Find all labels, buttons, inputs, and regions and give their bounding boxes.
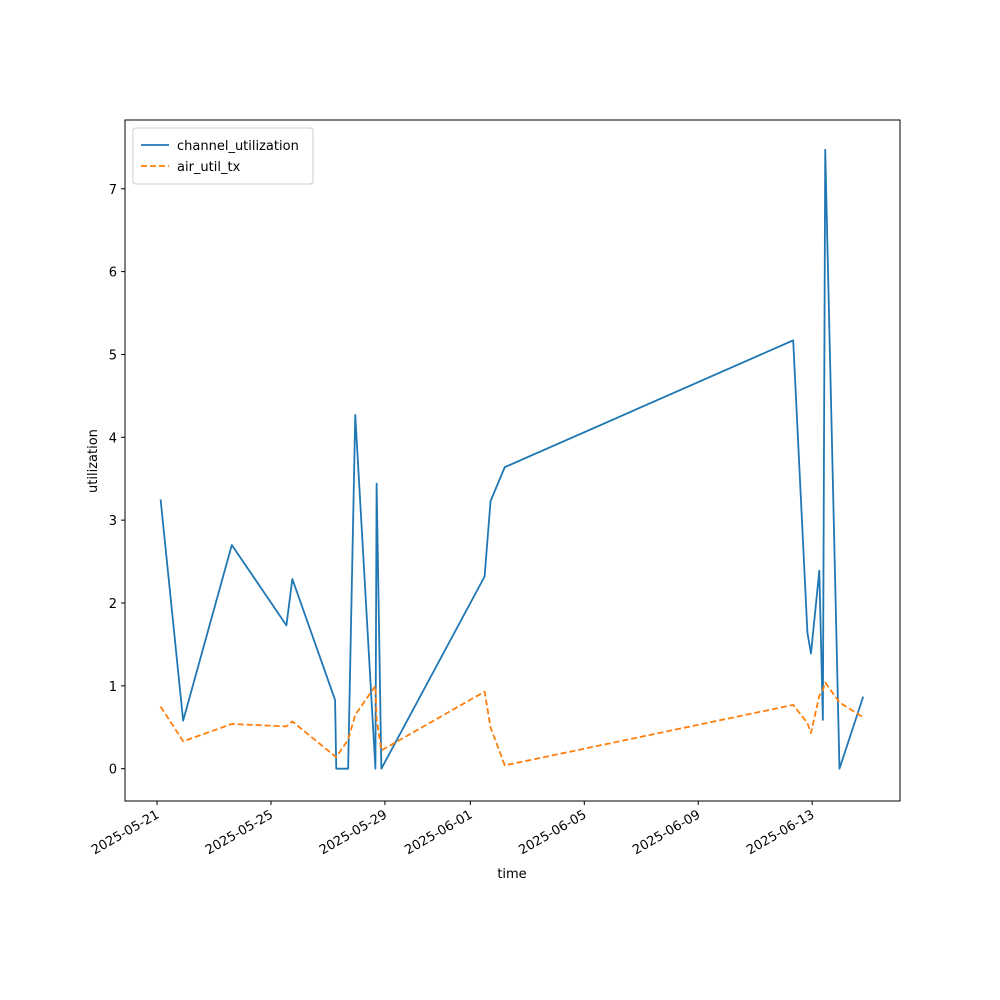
legend: channel_utilization air_util_tx: [132, 127, 314, 185]
y-tick-label: 7: [109, 183, 117, 198]
y-tick-label: 3: [109, 514, 117, 529]
y-tick-label: 6: [109, 266, 117, 281]
y-tick-label: 1: [109, 680, 117, 695]
plot-frame: [124, 119, 901, 802]
legend-frame: [132, 127, 314, 185]
legend-label: channel_utilization: [177, 139, 299, 154]
y-tick-label: 5: [109, 348, 117, 363]
legend-label: air_util_tx: [177, 160, 241, 175]
line-series: [159, 148, 865, 770]
x-axis-label: time: [497, 867, 526, 882]
y-tick-label: 2: [109, 597, 117, 612]
y-tick-label: 0: [109, 763, 117, 778]
y-axis-label: utilization: [86, 429, 101, 493]
y-tick-label: 4: [109, 431, 117, 446]
line-series: [159, 681, 864, 767]
